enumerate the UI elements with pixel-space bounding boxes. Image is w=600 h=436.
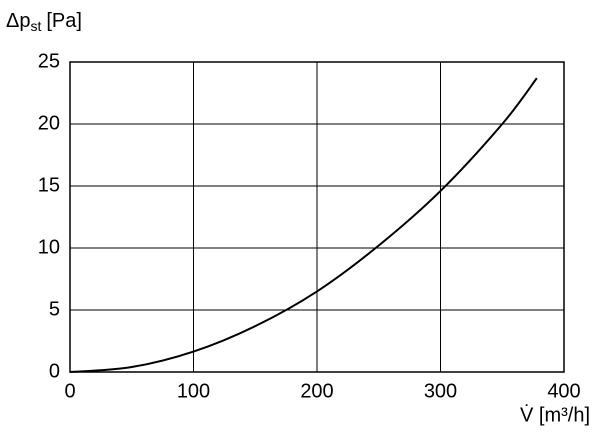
y-tick-label: 5 [49, 298, 60, 320]
x-tick-label: 0 [64, 380, 75, 402]
y-tick-label: 0 [49, 360, 60, 382]
plot-frame [69, 61, 565, 373]
y-axis-label: Δpst [Pa] [6, 10, 82, 33]
x-axis-label: V̇ [m³/h] [520, 404, 590, 426]
y-label-symbol: Δp [6, 10, 30, 32]
y-tick-label: 25 [38, 50, 60, 72]
y-tick-label: 10 [38, 236, 60, 258]
y-label-unit: [Pa] [46, 10, 82, 32]
x-tick-label: 300 [424, 380, 457, 402]
x-tick-label: 100 [177, 380, 210, 402]
y-tick-label: 15 [38, 174, 60, 196]
y-label-subscript: st [30, 18, 41, 34]
y-tick-label: 20 [38, 112, 60, 134]
x-tick-label: 400 [547, 380, 580, 402]
data-line [69, 77, 538, 373]
x-tick-label: 200 [300, 380, 333, 402]
